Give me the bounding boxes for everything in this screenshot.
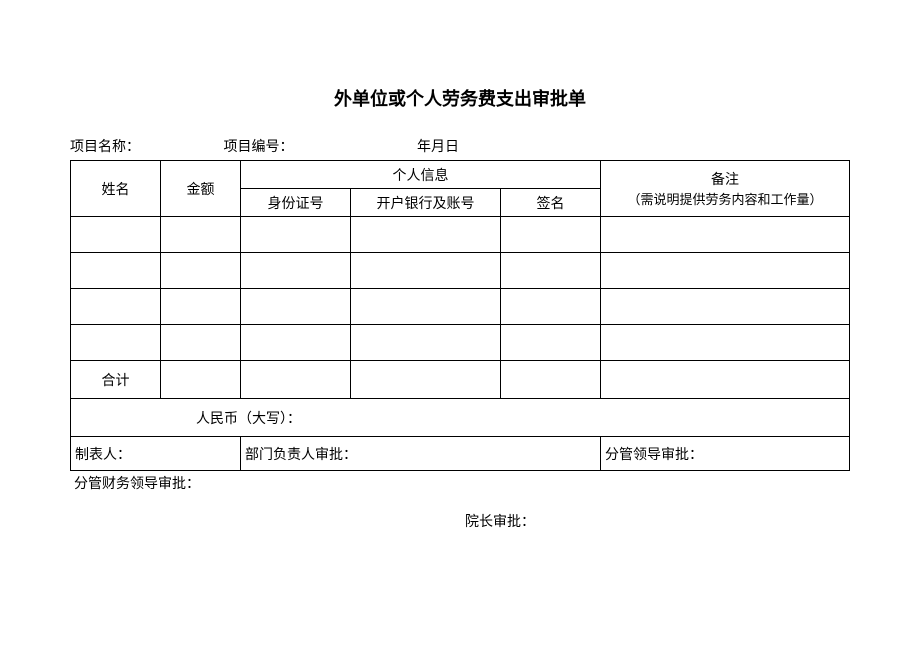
- cell-remark: [601, 253, 850, 289]
- cell-bank: [351, 253, 501, 289]
- header-signature: 签名: [501, 189, 601, 217]
- cell-name: [71, 289, 161, 325]
- remark-sub: （需说明提供劳务内容和工作量）: [601, 189, 849, 208]
- total-remark: [601, 361, 850, 399]
- header-name: 姓名: [71, 161, 161, 217]
- approval-table: 姓名 金额 个人信息 备注 （需说明提供劳务内容和工作量） 身份证号 开户银行及…: [70, 160, 850, 471]
- header-personal-info: 个人信息: [241, 161, 601, 189]
- table-row: [71, 289, 850, 325]
- header-remark: 备注 （需说明提供劳务内容和工作量）: [601, 161, 850, 217]
- total-bank: [351, 361, 501, 399]
- cell-sign: [501, 253, 601, 289]
- cell-sign: [501, 217, 601, 253]
- meta-row: 项目名称： 项目编号： 年月日: [70, 136, 850, 156]
- cell-bank: [351, 217, 501, 253]
- dean-approval-label: 院长审批：: [70, 511, 850, 531]
- cell-name: [71, 253, 161, 289]
- header-amount: 金额: [161, 161, 241, 217]
- project-code-label: 项目编号：: [224, 136, 414, 156]
- cell-amount: [161, 325, 241, 361]
- form-title: 外单位或个人劳务费支出审批单: [70, 85, 850, 111]
- leader-label: 分管领导审批：: [601, 437, 850, 471]
- finance-approval-label: 分管财务领导审批：: [70, 473, 850, 493]
- approval-row: 制表人： 部门负责人审批： 分管领导审批：: [71, 437, 850, 471]
- total-amount: [161, 361, 241, 399]
- table-row: [71, 325, 850, 361]
- cell-amount: [161, 289, 241, 325]
- cell-id: [241, 253, 351, 289]
- total-label: 合计: [71, 361, 161, 399]
- rmb-label: 人民币（大写）：: [71, 399, 850, 437]
- form-container: 外单位或个人劳务费支出审批单 项目名称： 项目编号： 年月日 姓名 金额 个人信…: [0, 0, 920, 531]
- cell-bank: [351, 325, 501, 361]
- cell-sign: [501, 289, 601, 325]
- date-label: 年月日: [417, 136, 459, 156]
- cell-id: [241, 325, 351, 361]
- cell-id: [241, 289, 351, 325]
- remark-main: 备注: [601, 169, 849, 189]
- cell-amount: [161, 217, 241, 253]
- rmb-row: 人民币（大写）：: [71, 399, 850, 437]
- cell-remark: [601, 217, 850, 253]
- table-row: [71, 217, 850, 253]
- total-row: 合计: [71, 361, 850, 399]
- header-bank: 开户银行及账号: [351, 189, 501, 217]
- project-name-label: 项目名称：: [70, 136, 220, 156]
- cell-amount: [161, 253, 241, 289]
- cell-remark: [601, 289, 850, 325]
- header-id-no: 身份证号: [241, 189, 351, 217]
- dept-head-label: 部门负责人审批：: [241, 437, 601, 471]
- cell-sign: [501, 325, 601, 361]
- cell-id: [241, 217, 351, 253]
- table-row: [71, 253, 850, 289]
- header-row-1: 姓名 金额 个人信息 备注 （需说明提供劳务内容和工作量）: [71, 161, 850, 189]
- total-sign: [501, 361, 601, 399]
- cell-name: [71, 325, 161, 361]
- cell-bank: [351, 289, 501, 325]
- preparer-label: 制表人：: [71, 437, 241, 471]
- cell-name: [71, 217, 161, 253]
- total-id: [241, 361, 351, 399]
- cell-remark: [601, 325, 850, 361]
